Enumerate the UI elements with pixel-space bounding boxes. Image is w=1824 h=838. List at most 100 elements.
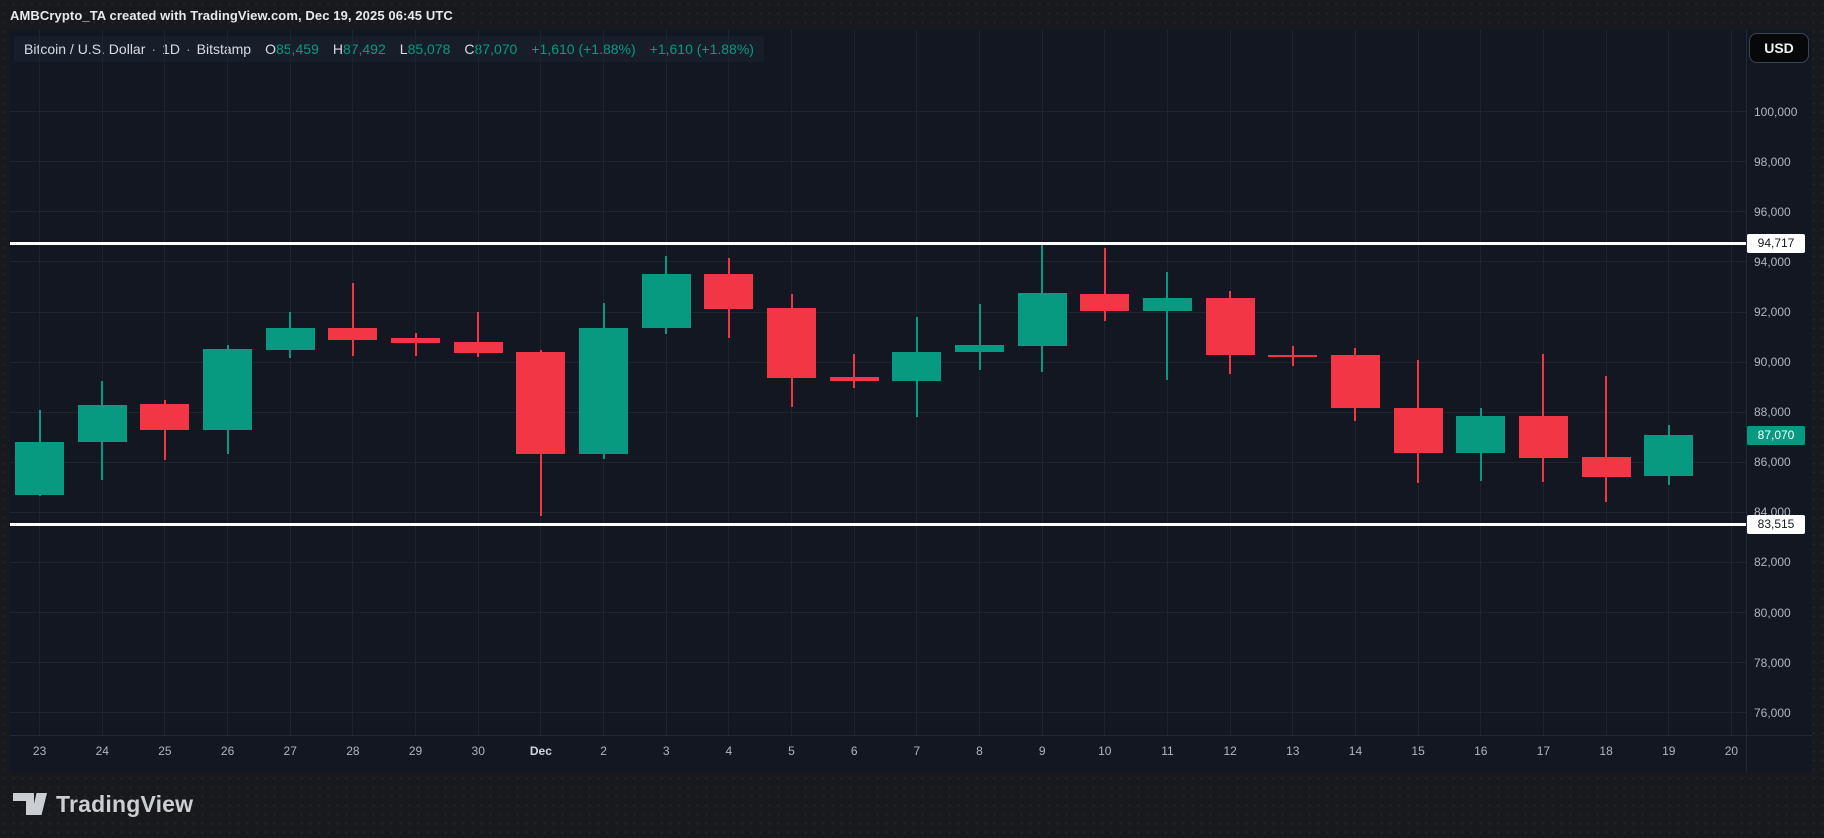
candle-body — [516, 352, 565, 454]
legend-separator: · — [186, 41, 191, 57]
candle-body — [955, 345, 1004, 352]
candle-body — [579, 328, 628, 454]
time-tick-label: 5 — [767, 744, 817, 758]
candle-body — [266, 328, 315, 350]
candle-body — [1582, 457, 1631, 477]
price-tick-label: 90,000 — [1754, 355, 1791, 369]
grid-vline — [1167, 30, 1168, 735]
grid-hline — [10, 612, 1746, 613]
chart-pane[interactable]: Bitcoin / U.S. Dollar · 1D · Bitstamp O8… — [10, 30, 1746, 735]
support-resistance-line[interactable] — [10, 523, 1746, 526]
grid-vline — [352, 30, 353, 735]
grid-hline — [10, 312, 1746, 313]
grid-hline — [10, 662, 1746, 663]
time-tick-label: 18 — [1581, 744, 1631, 758]
candle-body — [704, 274, 753, 309]
ohlc-h-value: H87,492 — [333, 41, 386, 57]
time-tick-label: 13 — [1268, 744, 1318, 758]
candle-body — [78, 405, 127, 442]
level-price-label: 94,717 — [1747, 234, 1805, 253]
time-tick-label: 26 — [203, 744, 253, 758]
candle-wick — [979, 304, 981, 370]
grid-vline — [39, 30, 40, 735]
grid-vline — [1668, 30, 1669, 735]
time-tick-label: 3 — [641, 744, 691, 758]
candle-body — [1080, 294, 1129, 311]
grid-vline — [478, 30, 479, 735]
candle-wick — [1166, 272, 1168, 380]
grid-hline — [10, 362, 1746, 363]
candle-body — [1018, 293, 1067, 346]
candle-body — [1519, 416, 1568, 458]
grid-vline — [728, 30, 729, 735]
candle-wick — [853, 354, 855, 388]
candle-body — [1394, 408, 1443, 453]
time-tick-label: 16 — [1456, 744, 1506, 758]
candle-body — [1331, 355, 1380, 408]
price-axis[interactable]: USD 100,000 98,000 96,000 94,000 92,000 90,00… — [1746, 30, 1812, 735]
time-tick-label: 12 — [1205, 744, 1255, 758]
candle-body — [642, 274, 691, 328]
time-tick-label: 8 — [955, 744, 1005, 758]
tradingview-mark-icon — [13, 793, 47, 815]
ohlc-o-value: O85,459 — [265, 41, 319, 57]
ohlc-l-value: L85,078 — [400, 41, 451, 57]
time-axis[interactable]: 2324252627282930Dec234567891011121314151… — [10, 735, 1746, 772]
change-value: +1,610 (+1.88%) — [531, 41, 635, 57]
time-tick-label: 27 — [265, 744, 315, 758]
grid-vline — [666, 30, 667, 735]
attribution-bar: AMBCrypto_TA created with TradingView.co… — [0, 0, 1824, 30]
tradingview-logo[interactable]: TradingView — [13, 787, 193, 821]
candle-body — [1206, 298, 1255, 355]
candle-body — [767, 308, 816, 379]
grid-vline — [1480, 30, 1481, 735]
axis-corner — [1746, 735, 1812, 772]
grid-hline — [10, 261, 1746, 262]
time-tick-label: 24 — [77, 744, 127, 758]
time-tick-label: 17 — [1518, 744, 1568, 758]
price-tick-label: 96,000 — [1754, 205, 1791, 219]
candle-body — [1644, 435, 1693, 475]
grid-vline — [290, 30, 291, 735]
candle-body — [1268, 355, 1317, 358]
currency-usd-button[interactable]: USD — [1749, 33, 1809, 63]
candle-body — [892, 352, 941, 381]
price-tick-label: 98,000 — [1754, 155, 1791, 169]
symbol-title[interactable]: Bitcoin / U.S. Dollar — [24, 41, 145, 57]
time-tick-label: 9 — [1017, 744, 1067, 758]
grid-vline — [1230, 30, 1231, 735]
price-tick-label: 94,000 — [1754, 255, 1791, 269]
price-tick-label: 88,000 — [1754, 405, 1791, 419]
time-tick-label: 14 — [1330, 744, 1380, 758]
chart-shell: Bitcoin / U.S. Dollar · 1D · Bitstamp O8… — [10, 30, 1812, 772]
price-tick-label: 92,000 — [1754, 305, 1791, 319]
grid-vline — [1042, 30, 1043, 735]
time-tick-label: 11 — [1142, 744, 1192, 758]
grid-vline — [1731, 30, 1732, 735]
grid-vline — [979, 30, 980, 735]
grid-hline — [10, 211, 1746, 212]
symbol-legend: Bitcoin / U.S. Dollar · 1D · Bitstamp O8… — [14, 36, 764, 62]
grid-hline — [10, 412, 1746, 413]
candle-body — [1143, 298, 1192, 311]
grid-hline — [10, 462, 1746, 463]
time-tick-label: 15 — [1393, 744, 1443, 758]
candle-wick — [352, 283, 354, 355]
candle-body — [15, 442, 64, 495]
support-resistance-line[interactable] — [10, 242, 1746, 245]
time-tick-label: Dec — [516, 744, 566, 758]
candle-body — [454, 342, 503, 353]
time-tick-label: 10 — [1080, 744, 1130, 758]
time-tick-label: 7 — [892, 744, 942, 758]
last-price-label: 87,070 — [1747, 426, 1805, 445]
grid-hline — [10, 111, 1746, 112]
candle-wick — [1605, 376, 1607, 502]
grid-hline — [10, 562, 1746, 563]
time-tick-label: 30 — [453, 744, 503, 758]
grid-hline — [10, 512, 1746, 513]
time-tick-label: 19 — [1644, 744, 1694, 758]
grid-vline — [164, 30, 165, 735]
exchange-label[interactable]: Bitstamp — [197, 41, 251, 57]
grid-vline — [415, 30, 416, 735]
price-tick-label: 100,000 — [1754, 105, 1797, 119]
